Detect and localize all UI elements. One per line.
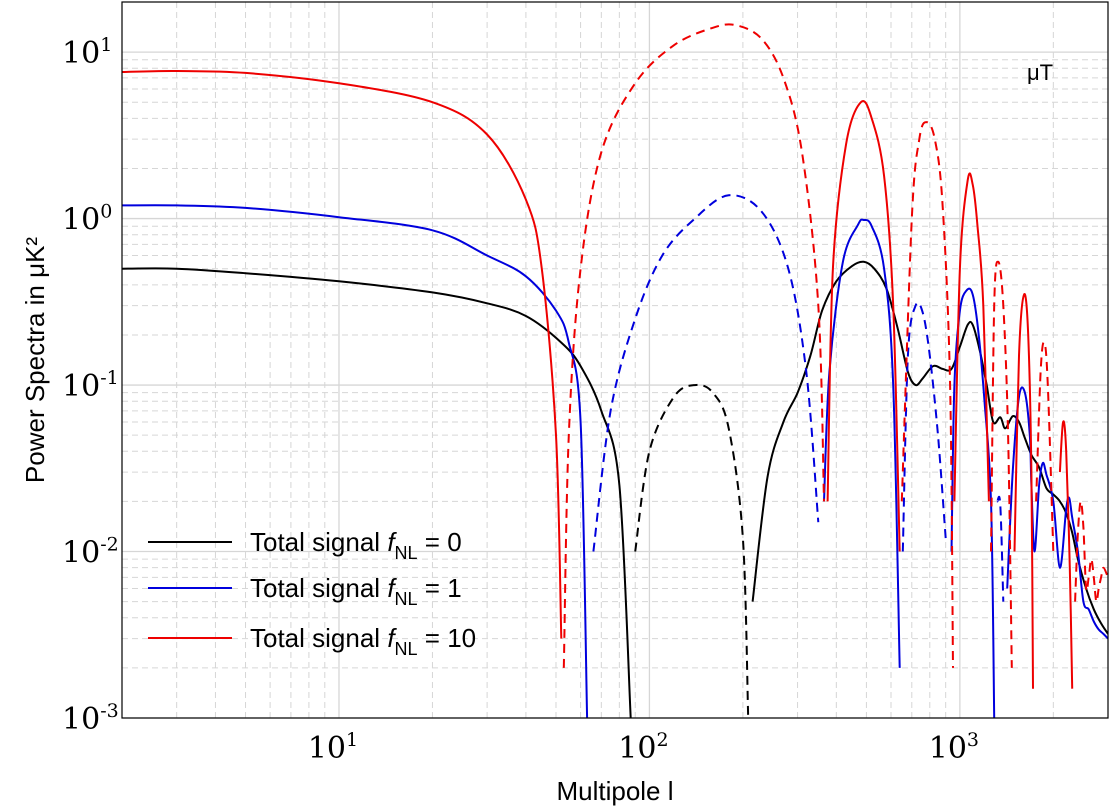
x-tick-label: 102 (618, 729, 668, 766)
series-line-1-positive (122, 204, 589, 718)
series-line-2-positive (1013, 293, 1034, 689)
y-axis-label: Power Spectra in μK² (20, 237, 50, 484)
series-line-2-negative (990, 260, 1013, 668)
legend-label: Total signal fNL = 0 (250, 527, 462, 563)
legend: Total signal fNL = 0 Total signal fNL = 1… (148, 527, 476, 659)
x-tick-label: 103 (929, 729, 979, 766)
series-line-2-negative (1074, 500, 1108, 603)
series-line-2-negative (562, 23, 825, 668)
y-tick-label: 10-3 (62, 700, 119, 737)
legend-label: Total signal fNL = 1 (250, 573, 462, 609)
plot-frame (121, 1, 1109, 719)
annotation-label: μT (1027, 60, 1053, 85)
series-line-2-positive (1058, 420, 1074, 689)
series-line-1-negative (901, 301, 947, 552)
y-tick-label: 101 (62, 34, 112, 71)
series-line-0-negative (634, 383, 750, 718)
grid (121, 1, 1109, 719)
series-line-1-negative (592, 194, 820, 552)
series-line-2-positive (122, 69, 563, 639)
x-axis-label: Multipole l (556, 776, 673, 806)
plot-curves (122, 23, 1108, 718)
series-line-1-negative (996, 495, 1005, 602)
series-line-2-negative (1035, 341, 1055, 552)
y-tick-label: 10-1 (62, 367, 119, 404)
series-line-1-positive (823, 218, 901, 668)
x-tick-labels: 101 102 103 (308, 729, 979, 766)
y-tick-labels: 10-3 10-2 10-1 100 101 (62, 34, 119, 737)
series-line-2-positive (953, 172, 990, 502)
x-tick-label: 101 (308, 729, 358, 766)
legend-label: Total signal fNL = 10 (250, 623, 476, 659)
series-line-0-positive (751, 260, 1108, 635)
y-tick-label: 10-2 (62, 534, 119, 571)
series-line-1-positive (1006, 386, 1108, 640)
series-line-2-positive (826, 100, 901, 552)
y-tick-label: 100 (62, 201, 112, 238)
series-line-2-negative (900, 121, 954, 668)
series-line-0-positive (122, 267, 632, 718)
